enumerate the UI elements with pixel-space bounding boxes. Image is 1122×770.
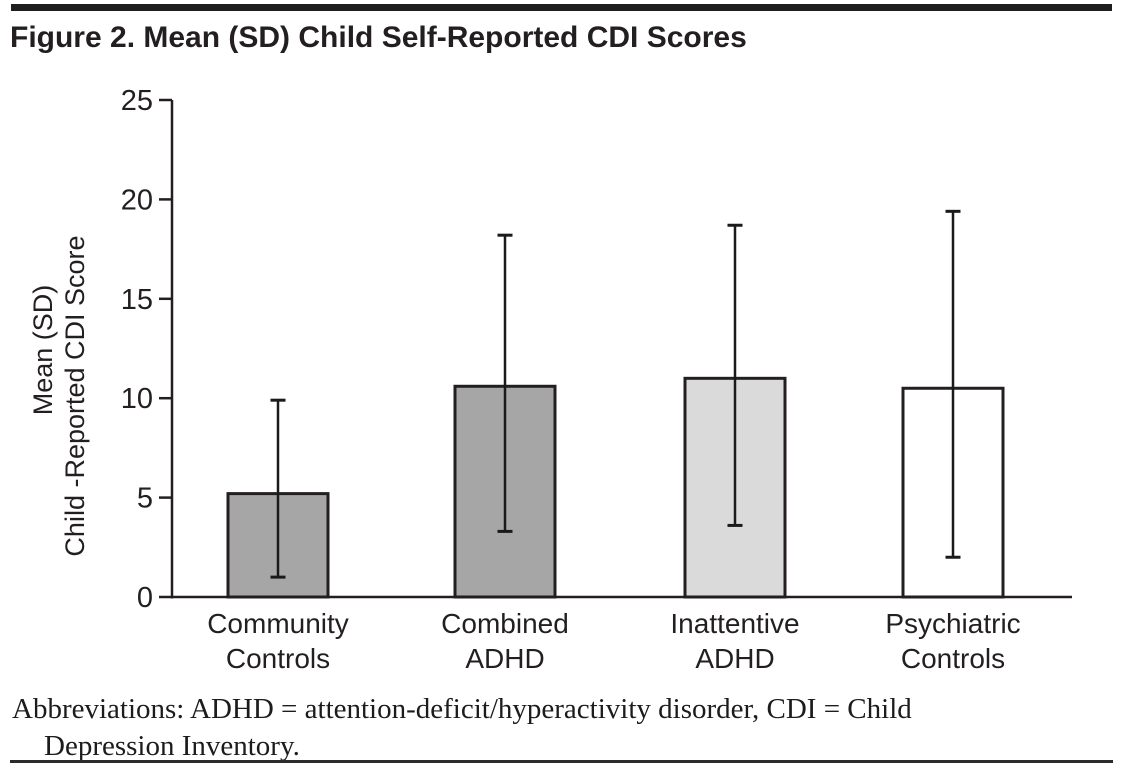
x-category-label-psychiatric-controls: Psychiatric Controls [885, 608, 1020, 674]
y-axis-title-line-2: Child -Reported CDI Score [60, 235, 90, 556]
figure-title: Figure 2. Mean (SD) Child Self-Reported … [10, 21, 747, 54]
y-tick-label-20: 20 [121, 184, 153, 216]
y-axis-title-line-1: Mean (SD) [28, 285, 58, 416]
top-rule [11, 4, 1112, 11]
y-tick-label-10: 10 [121, 383, 153, 415]
y-tick-label-15: 15 [121, 284, 153, 316]
footnote-line-2: Depression Inventory. [44, 730, 300, 762]
y-tick-label-0: 0 [137, 582, 153, 614]
x-category-label-community-controls: Community Controls [207, 608, 349, 674]
x-category-label-inattentive-adhd: Inattentive ADHD [670, 608, 799, 674]
x-category-label-combined-adhd: Combined ADHD [441, 608, 569, 674]
y-tick-label-25: 25 [121, 85, 153, 117]
bottom-rule [10, 760, 1113, 763]
y-tick-label-5: 5 [137, 483, 153, 515]
footnote-line-1: Abbreviations: ADHD = attention-deficit/… [12, 693, 912, 725]
figure-footnote: Abbreviations: ADHD = attention-deficit/… [12, 691, 912, 765]
